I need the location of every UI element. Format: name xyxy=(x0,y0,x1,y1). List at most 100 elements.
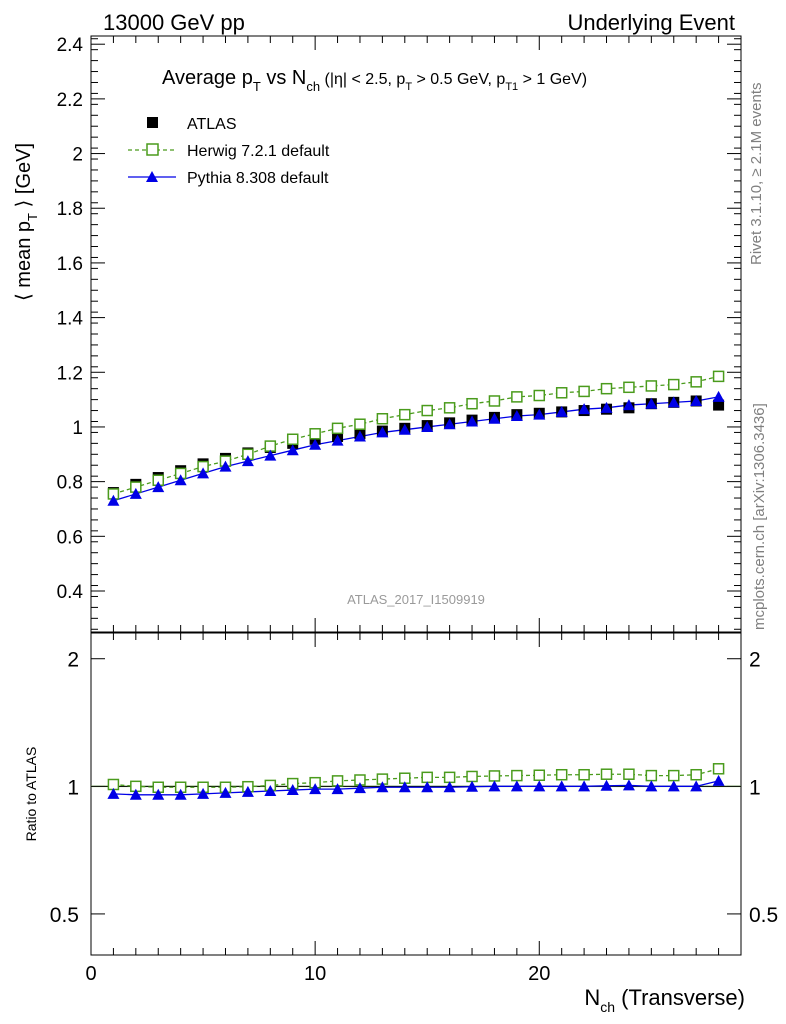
ratio-y-tick-label: 1 xyxy=(67,776,79,799)
xlabel-sub: ch xyxy=(600,999,615,1015)
pythia-ratio-point xyxy=(555,780,568,792)
herwig-point xyxy=(511,391,523,403)
ylabel-b: ⟩ [GeV] xyxy=(13,143,35,213)
ylabel-a: ⟨ mean p xyxy=(13,221,35,301)
header-right: Underlying Event xyxy=(567,10,735,35)
herwig-point xyxy=(690,376,702,388)
legend: ATLAS Herwig 7.2.1 default Pythia 8.308 … xyxy=(128,116,330,187)
title-e: > 1 GeV) xyxy=(518,71,587,88)
herwig-point xyxy=(578,385,590,398)
pythia-point xyxy=(421,420,434,432)
pythia-point xyxy=(197,467,210,479)
title-d-sub: T1 xyxy=(505,81,518,93)
x-tick-label: 20 xyxy=(528,963,550,985)
herwig-ratio-point xyxy=(511,769,523,782)
x-tick-label: 10 xyxy=(304,963,326,985)
y-tick-label: 2.2 xyxy=(57,90,83,111)
y-tick-label: 0.8 xyxy=(57,473,83,494)
pythia-point xyxy=(376,426,389,438)
y-tick-label: 2 xyxy=(72,145,83,166)
legend-herwig-label: Herwig 7.2.1 default xyxy=(187,143,330,160)
pythia-ratio-point xyxy=(174,788,187,800)
pythia-point xyxy=(645,397,658,409)
ratio-series xyxy=(91,763,741,800)
y-tick-label: 1 xyxy=(72,418,83,439)
pythia-ratio-point xyxy=(264,784,277,796)
herwig-point xyxy=(354,418,366,430)
pythia-ratio-line xyxy=(113,780,719,796)
pythia-ratio-point xyxy=(645,780,658,792)
y-tick-label: 1.4 xyxy=(57,309,84,330)
pythia-point xyxy=(241,455,254,467)
herwig-ratio-point xyxy=(578,768,590,781)
pythia-ratio-point xyxy=(533,780,546,792)
y-tick-label: 1.6 xyxy=(57,254,83,275)
pythia-ratio-point xyxy=(219,786,232,798)
pythia-point xyxy=(578,403,591,415)
pythia-ratio-point xyxy=(421,781,434,793)
main-y-ticks: 0.4 0.6 0.8 1 1.2 1.4 1.6 1.8 2 2.2 2.4 xyxy=(57,35,741,630)
pythia-ratio-point xyxy=(443,781,456,793)
y-tick-label: 0.6 xyxy=(57,527,83,548)
herwig-point xyxy=(264,440,277,452)
pythia-point xyxy=(219,460,232,472)
herwig-line xyxy=(113,375,719,495)
ratio-y-tick-label-right: 0.5 xyxy=(749,904,778,927)
pythia-ratio-point xyxy=(331,783,344,795)
title-a: Average p xyxy=(162,67,253,89)
herwig-point xyxy=(668,378,680,391)
pythia-point xyxy=(510,410,523,422)
atlas-point xyxy=(713,399,725,411)
pythia-point xyxy=(331,434,344,446)
xlabel-a: N xyxy=(584,985,600,1010)
herwig-point xyxy=(421,404,433,417)
pythia-ratio-point xyxy=(488,780,501,792)
pythia-point xyxy=(555,405,568,417)
title-a-sub: T xyxy=(253,79,261,94)
herwig-point xyxy=(488,395,501,407)
x-ticks: 0 10 20 xyxy=(85,36,720,985)
herwig-ratio-point xyxy=(421,771,433,784)
title-b-sub: ch xyxy=(306,79,320,94)
herwig-ratio-point xyxy=(488,770,501,782)
herwig-point xyxy=(376,413,389,425)
herwig-ratio-point xyxy=(600,768,613,780)
herwig-point xyxy=(331,422,344,435)
pythia-point xyxy=(107,494,120,506)
pythia-point xyxy=(667,396,680,408)
herwig-ratio-point xyxy=(690,768,702,781)
herwig-point xyxy=(443,402,456,414)
pythia-point xyxy=(466,415,479,427)
herwig-point xyxy=(600,382,613,395)
legend-herwig-marker xyxy=(146,143,159,156)
herwig-ratio-line xyxy=(113,768,719,788)
pythia-ratio-point xyxy=(712,774,725,786)
pythia-ratio-point xyxy=(152,788,165,800)
pythia-point xyxy=(264,449,277,461)
y-tick-label: 1.8 xyxy=(57,199,83,220)
herwig-ratio-point xyxy=(645,769,658,782)
x-tick-label: 0 xyxy=(85,963,96,985)
header-left: 13000 GeV pp xyxy=(103,10,245,35)
y-tick-label: 0.4 xyxy=(57,582,84,603)
title-d: > 0.5 GeV, p xyxy=(412,71,505,88)
main-y-axis-label: ⟨ mean pT ⟩ [GeV] xyxy=(13,143,40,301)
pythia-point xyxy=(309,438,322,450)
pythia-ratio-point xyxy=(241,785,254,797)
pythia-point xyxy=(443,418,456,430)
herwig-point xyxy=(712,370,725,383)
y-tick-label: 2.4 xyxy=(57,35,84,56)
pythia-ratio-point xyxy=(398,781,411,793)
pythia-ratio-point xyxy=(622,779,635,791)
ylabel-sub: T xyxy=(25,213,40,221)
herwig-point xyxy=(533,389,546,402)
pythia-point xyxy=(152,481,165,493)
pythia-ratio-point xyxy=(600,779,613,791)
herwig-ratio-point xyxy=(623,768,635,780)
plot-title: Average pT vs Nch (|η| < 2.5, pT > 0.5 G… xyxy=(162,67,587,94)
pythia-point xyxy=(690,394,703,406)
pythia-point xyxy=(353,430,366,442)
main-series xyxy=(107,370,725,506)
pythia-point xyxy=(129,487,142,499)
